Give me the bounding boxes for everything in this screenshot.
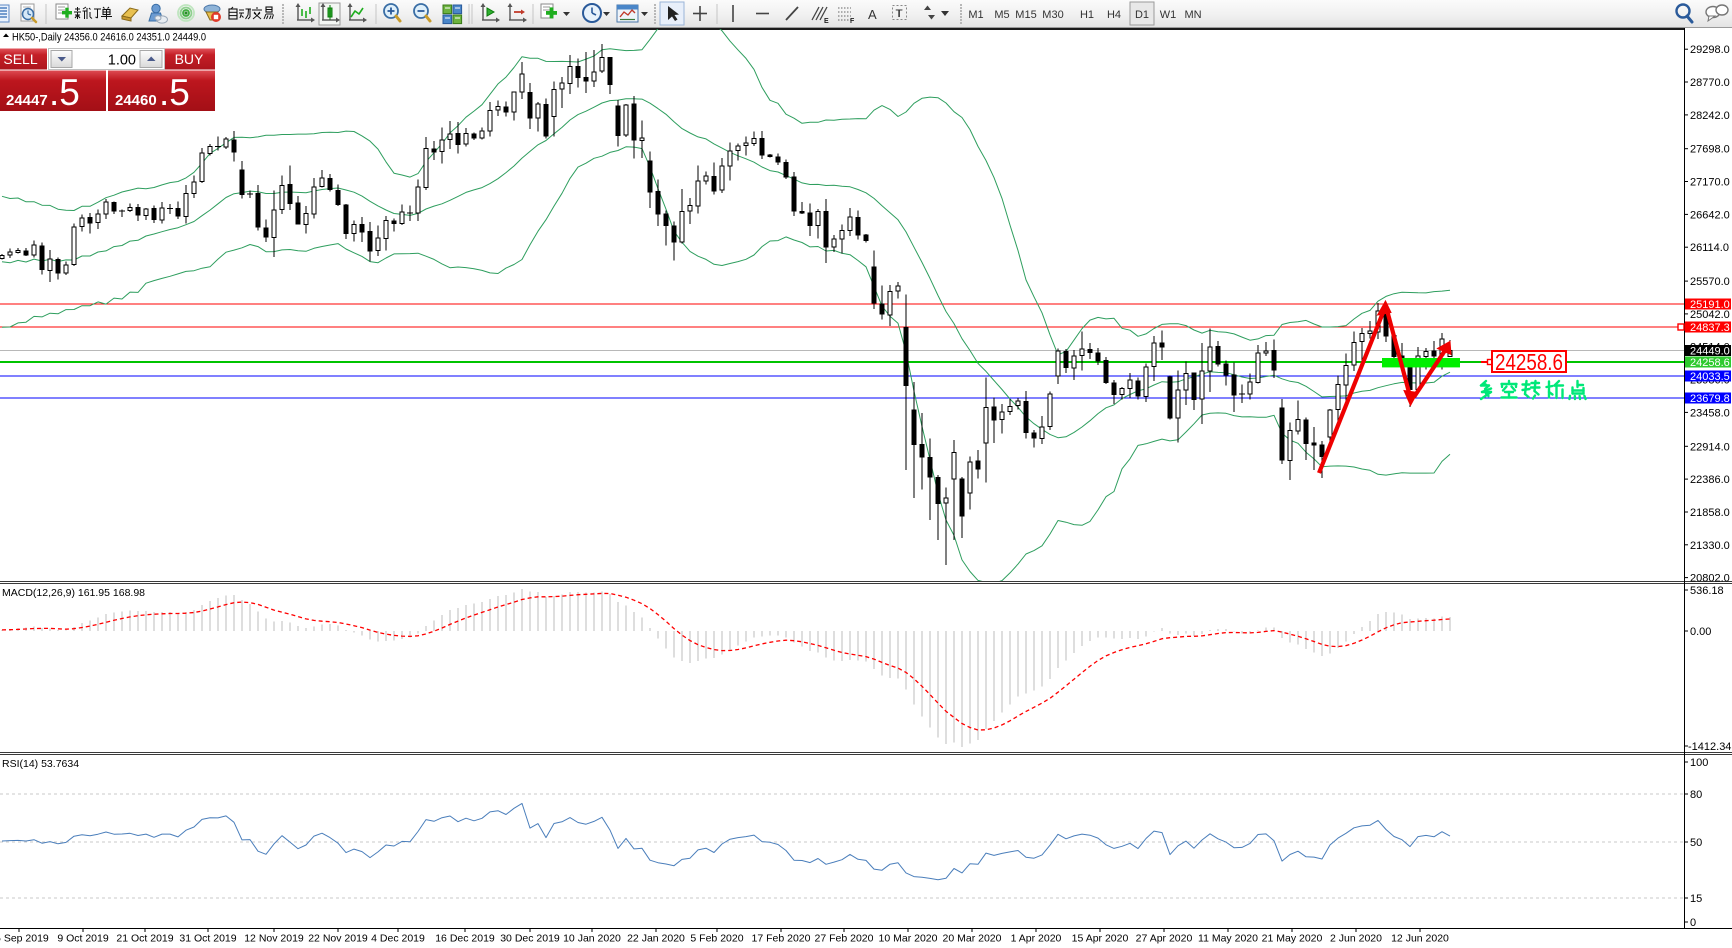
svg-text:10 Mar 2020: 10 Mar 2020 xyxy=(879,933,938,945)
svg-text:30 Dec 2019: 30 Dec 2019 xyxy=(500,933,560,945)
svg-text:536.18: 536.18 xyxy=(1690,585,1724,597)
svg-text:24837.3: 24837.3 xyxy=(1690,322,1730,334)
svg-text:M1: M1 xyxy=(968,9,983,21)
svg-text:17 Feb 2020: 17 Feb 2020 xyxy=(752,933,811,945)
svg-text:9 Oct 2019: 9 Oct 2019 xyxy=(57,933,109,945)
svg-text:28770.0: 28770.0 xyxy=(1690,77,1730,89)
svg-text:27170.0: 27170.0 xyxy=(1690,177,1730,189)
svg-text:12 Nov 2019: 12 Nov 2019 xyxy=(244,933,304,945)
svg-text:10 Jan 2020: 10 Jan 2020 xyxy=(563,933,621,945)
svg-text:H4: H4 xyxy=(1107,9,1121,21)
svg-text:1 Apr 2020: 1 Apr 2020 xyxy=(1011,933,1062,945)
svg-text:80: 80 xyxy=(1690,789,1702,801)
svg-text:5 Feb 2020: 5 Feb 2020 xyxy=(690,933,743,945)
svg-text:F: F xyxy=(850,18,855,25)
svg-text:-1412.34: -1412.34 xyxy=(1688,741,1731,753)
svg-text:HK50-,Daily 24356.0 24616.0 2: HK50-,Daily 24356.0 24616.0 24351.0 2444… xyxy=(12,32,206,44)
svg-text:22386.0: 22386.0 xyxy=(1690,474,1730,486)
svg-text:E: E xyxy=(824,18,829,25)
svg-text:.5: .5 xyxy=(49,72,80,113)
svg-text:23679.8: 23679.8 xyxy=(1690,393,1730,405)
svg-text:24033.5: 24033.5 xyxy=(1690,371,1730,383)
svg-text:2 Jun 2020: 2 Jun 2020 xyxy=(1330,933,1382,945)
svg-text:31 Oct 2019: 31 Oct 2019 xyxy=(179,933,236,945)
svg-text:24447: 24447 xyxy=(6,92,48,109)
svg-text:0: 0 xyxy=(1690,917,1696,929)
svg-text:RSI(14) 53.7634: RSI(14) 53.7634 xyxy=(2,758,79,770)
svg-text:M30: M30 xyxy=(1042,9,1063,21)
svg-text:21858.0: 21858.0 xyxy=(1690,507,1730,519)
svg-text:16 Dec 2019: 16 Dec 2019 xyxy=(435,933,495,945)
svg-text:.5: .5 xyxy=(159,72,190,113)
svg-text:24258.6: 24258.6 xyxy=(1495,349,1563,375)
svg-text:29298.0: 29298.0 xyxy=(1690,44,1730,56)
svg-text:28242.0: 28242.0 xyxy=(1690,110,1730,122)
svg-text:27698.0: 27698.0 xyxy=(1690,144,1730,156)
svg-text:24258.6: 24258.6 xyxy=(1690,357,1730,369)
svg-text:25570.0: 25570.0 xyxy=(1690,276,1730,288)
svg-text:T: T xyxy=(896,8,903,20)
svg-text:26114.0: 26114.0 xyxy=(1690,242,1729,254)
svg-text:23458.0: 23458.0 xyxy=(1690,407,1730,419)
svg-text:A: A xyxy=(868,7,877,22)
svg-text:20 Mar 2020: 20 Mar 2020 xyxy=(943,933,1002,945)
svg-text:BUY: BUY xyxy=(175,51,204,67)
svg-text:D1: D1 xyxy=(1135,9,1149,21)
svg-text:22914.0: 22914.0 xyxy=(1690,441,1730,453)
svg-text:MN: MN xyxy=(1184,9,1201,21)
svg-text:12 Jun 2020: 12 Jun 2020 xyxy=(1391,933,1449,945)
svg-text:20802.0: 20802.0 xyxy=(1690,573,1730,585)
svg-text:21 May 2020: 21 May 2020 xyxy=(1262,933,1323,945)
svg-text:22 Nov 2019: 22 Nov 2019 xyxy=(308,933,368,945)
svg-text:H1: H1 xyxy=(1080,9,1094,21)
svg-text:M5: M5 xyxy=(994,9,1009,21)
svg-text:25191.0: 25191.0 xyxy=(1690,299,1730,311)
svg-text:4 Dec 2019: 4 Dec 2019 xyxy=(371,933,425,945)
svg-text:24460: 24460 xyxy=(115,92,157,109)
svg-text:25042.0: 25042.0 xyxy=(1690,309,1730,321)
svg-text:25 Sep 2019: 25 Sep 2019 xyxy=(0,933,49,945)
svg-text:100: 100 xyxy=(1690,757,1708,769)
svg-text:15: 15 xyxy=(1690,893,1702,905)
svg-text:27 Feb 2020: 27 Feb 2020 xyxy=(815,933,874,945)
svg-text:50: 50 xyxy=(1690,837,1702,849)
svg-text:11 May 2020: 11 May 2020 xyxy=(1198,933,1258,945)
svg-text:24449.0: 24449.0 xyxy=(1690,346,1730,358)
svg-text:21 Oct 2019: 21 Oct 2019 xyxy=(116,933,173,945)
svg-text:27 Apr 2020: 27 Apr 2020 xyxy=(1136,933,1193,945)
svg-text:W1: W1 xyxy=(1160,9,1177,21)
svg-text:M15: M15 xyxy=(1015,9,1036,21)
svg-text:T: T xyxy=(896,8,903,20)
svg-text:15 Apr 2020: 15 Apr 2020 xyxy=(1072,933,1129,945)
svg-text:21330.0: 21330.0 xyxy=(1690,540,1730,552)
svg-text:22 Jan 2020: 22 Jan 2020 xyxy=(627,933,685,945)
svg-text:1.00: 1.00 xyxy=(108,53,136,69)
svg-text:0.00: 0.00 xyxy=(1690,626,1711,638)
svg-text:SELL: SELL xyxy=(3,51,37,67)
svg-text:MACD(12,26,9) 161.95 168.98: MACD(12,26,9) 161.95 168.98 xyxy=(2,587,145,599)
svg-text:26642.0: 26642.0 xyxy=(1690,209,1730,221)
